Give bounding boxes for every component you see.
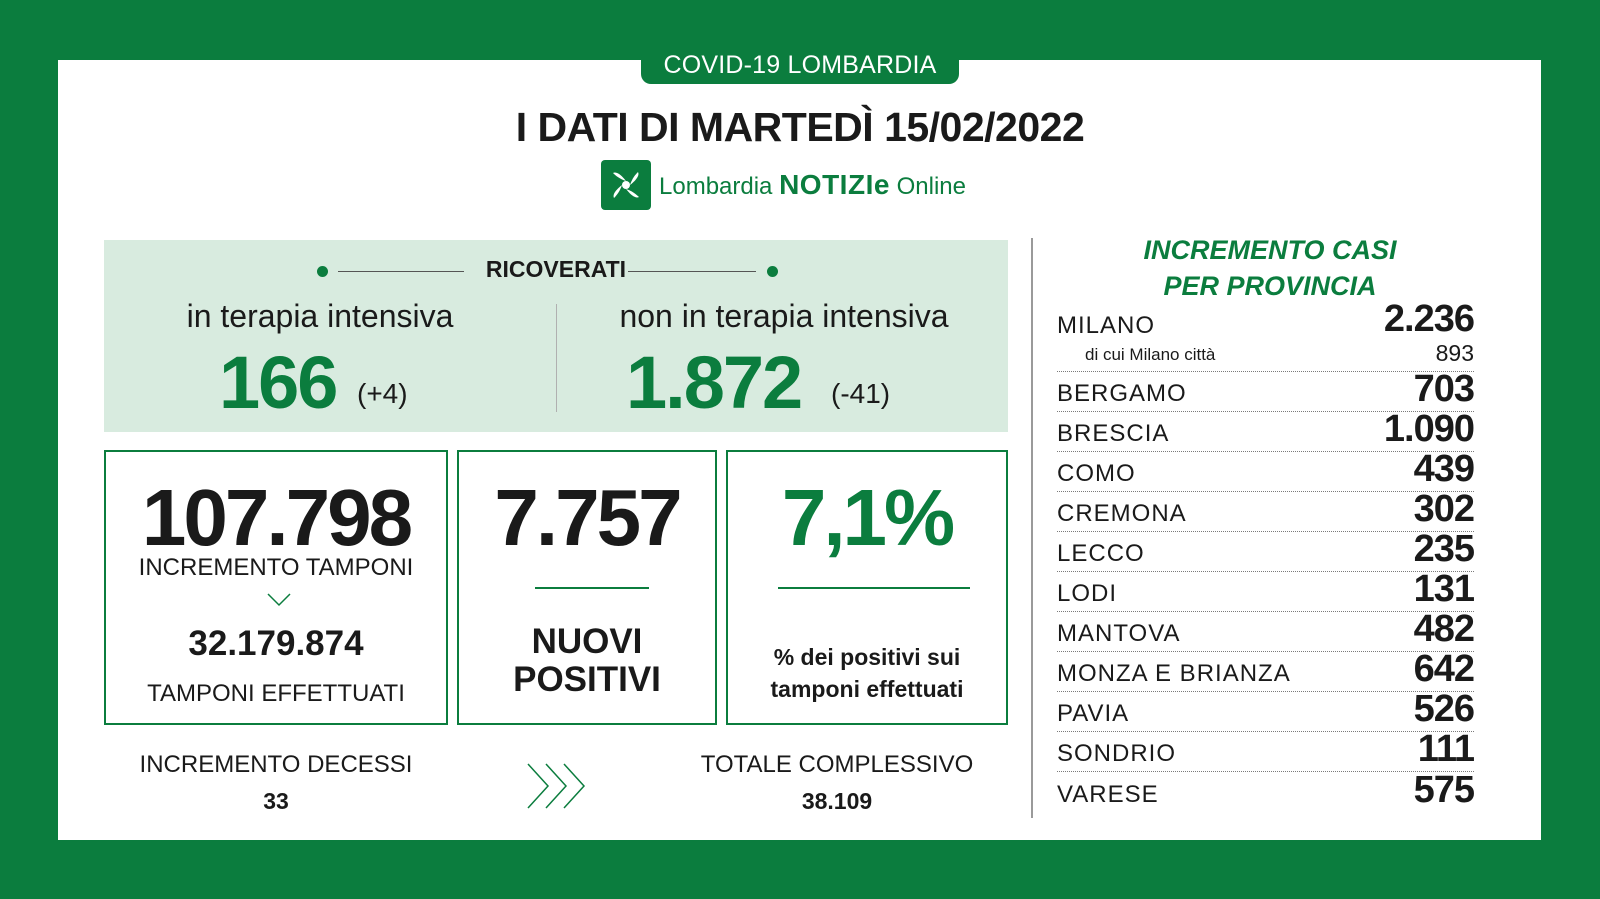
divider-line [628, 271, 756, 272]
province-value: 302 [1413, 488, 1475, 530]
milano-city-label: di cui Milano città [1085, 345, 1216, 364]
chevron-down-icon [266, 592, 292, 613]
logo: Lombardia NOTIZIe Online [601, 159, 966, 211]
intensive-value: 166 [219, 341, 338, 424]
province-name: MANTOVA [1057, 620, 1181, 647]
province-value: 482 [1413, 608, 1475, 650]
decessi-increment-value: 33 [263, 788, 289, 814]
positivi-box: 7.757 NUOVI POSITIVI [457, 450, 717, 725]
province-row: SONDRIO 111 [1057, 728, 1475, 772]
percentuale-value: 7,1% [781, 473, 955, 562]
province-value: 235 [1413, 528, 1475, 570]
positivi-label-line2: POSITIVI [513, 660, 661, 699]
province-row: MANTOVA 482 [1057, 608, 1475, 652]
province-row: CREMONA 302 [1057, 488, 1475, 532]
province-list: MILANO 2.236 di cui Milano città 893 BER… [1057, 298, 1475, 812]
decessi-total-label: TOTALE COMPLESSIVO [700, 751, 974, 778]
province-row: PAVIA 526 [1057, 688, 1475, 732]
province-value: 575 [1413, 769, 1475, 811]
province-name: VARESE [1057, 781, 1159, 808]
decessi-total-value: 38.109 [801, 788, 873, 814]
intensive-delta: (+4) [357, 378, 408, 409]
province-value: 2.236 [1383, 298, 1475, 340]
province-name: PAVIA [1057, 700, 1130, 727]
milano-city-value: 893 [1435, 340, 1474, 366]
triple-chevron-right-icon [524, 760, 598, 817]
non-intensive-delta: (-41) [831, 378, 891, 409]
province-name: CREMONA [1057, 500, 1187, 527]
tamponi-increment-label: INCREMENTO TAMPONI [138, 554, 414, 581]
province-value: 703 [1413, 368, 1475, 410]
province-name: LODI [1057, 580, 1118, 607]
province-name: COMO [1057, 460, 1136, 487]
province-value: 1.090 [1383, 408, 1475, 450]
province-value: 526 [1413, 688, 1475, 730]
province-row: LODI 131 [1057, 568, 1475, 612]
province-title-line1: INCREMENTO CASI [1143, 235, 1397, 265]
province-value: 131 [1413, 568, 1475, 610]
logo-suffix: Online [896, 173, 966, 200]
decessi-increment-label: INCREMENTO DECESSI [139, 751, 413, 778]
page-title: I DATI DI MARTEDÌ 15/02/2022 [515, 104, 1085, 150]
positivi-label-line1: NUOVI [531, 622, 643, 661]
tamponi-box: 107.798 INCREMENTO TAMPONI 32.179.874 TA… [104, 450, 448, 725]
column-divider [556, 304, 557, 412]
tamponi-total-label: TAMPONI EFFETTUATI [147, 680, 405, 707]
tamponi-increment-value: 107.798 [141, 473, 413, 562]
lombardia-rose-icon [601, 160, 651, 210]
region-tag: COVID-19 LOMBARDIA [641, 48, 959, 84]
province-name: MONZA E BRIANZA [1057, 660, 1291, 687]
province-row: COMO 439 [1057, 448, 1475, 492]
province-title-line2: PER PROVINCIA [1163, 271, 1377, 301]
divider-line [535, 587, 649, 589]
bullet-dot [767, 266, 778, 277]
percentuale-box: 7,1% % dei positivi sui tamponi effettua… [726, 450, 1008, 725]
percentuale-label-line1: % dei positivi sui [773, 644, 961, 670]
intensive-label: in terapia intensiva [186, 298, 454, 334]
province-row: BERGAMO 703 [1057, 368, 1475, 412]
ricoverati-panel: RICOVERATI in terapia intensiva 166 (+4)… [104, 240, 1008, 432]
vertical-divider [1031, 238, 1033, 818]
province-value: 111 [1417, 728, 1475, 770]
province-value: 439 [1413, 448, 1475, 490]
logo-prefix: Lombardia [659, 173, 773, 200]
logo-brand: NOTIZIe [779, 169, 890, 200]
province-title: INCREMENTO CASI PER PROVINCIA [1060, 232, 1480, 304]
divider-line [338, 271, 464, 272]
positivi-value: 7.757 [494, 473, 682, 562]
logo-text: Lombardia NOTIZIe Online [659, 169, 966, 201]
percentuale-label-line2: tamponi effettuati [770, 676, 964, 702]
non-intensive-value: 1.872 [626, 341, 803, 424]
province-name: BRESCIA [1057, 420, 1170, 447]
province-name: LECCO [1057, 540, 1145, 567]
province-value: 642 [1413, 648, 1475, 690]
province-row: MONZA E BRIANZA 642 [1057, 648, 1475, 692]
province-row: VARESE 575 [1057, 769, 1475, 812]
bullet-dot [317, 266, 328, 277]
province-name: SONDRIO [1057, 740, 1177, 767]
province-name: BERGAMO [1057, 380, 1187, 407]
non-intensive-label: non in terapia intensiva [619, 298, 949, 334]
province-row: LECCO 235 [1057, 528, 1475, 572]
province-row-milano: MILANO 2.236 di cui Milano città 893 [1057, 298, 1475, 372]
divider-line [778, 587, 970, 589]
tamponi-total-value: 32.179.874 [188, 624, 364, 663]
province-row: BRESCIA 1.090 [1057, 408, 1475, 452]
province-name: MILANO [1057, 312, 1156, 339]
ricoverati-heading: RICOVERATI [485, 256, 627, 282]
